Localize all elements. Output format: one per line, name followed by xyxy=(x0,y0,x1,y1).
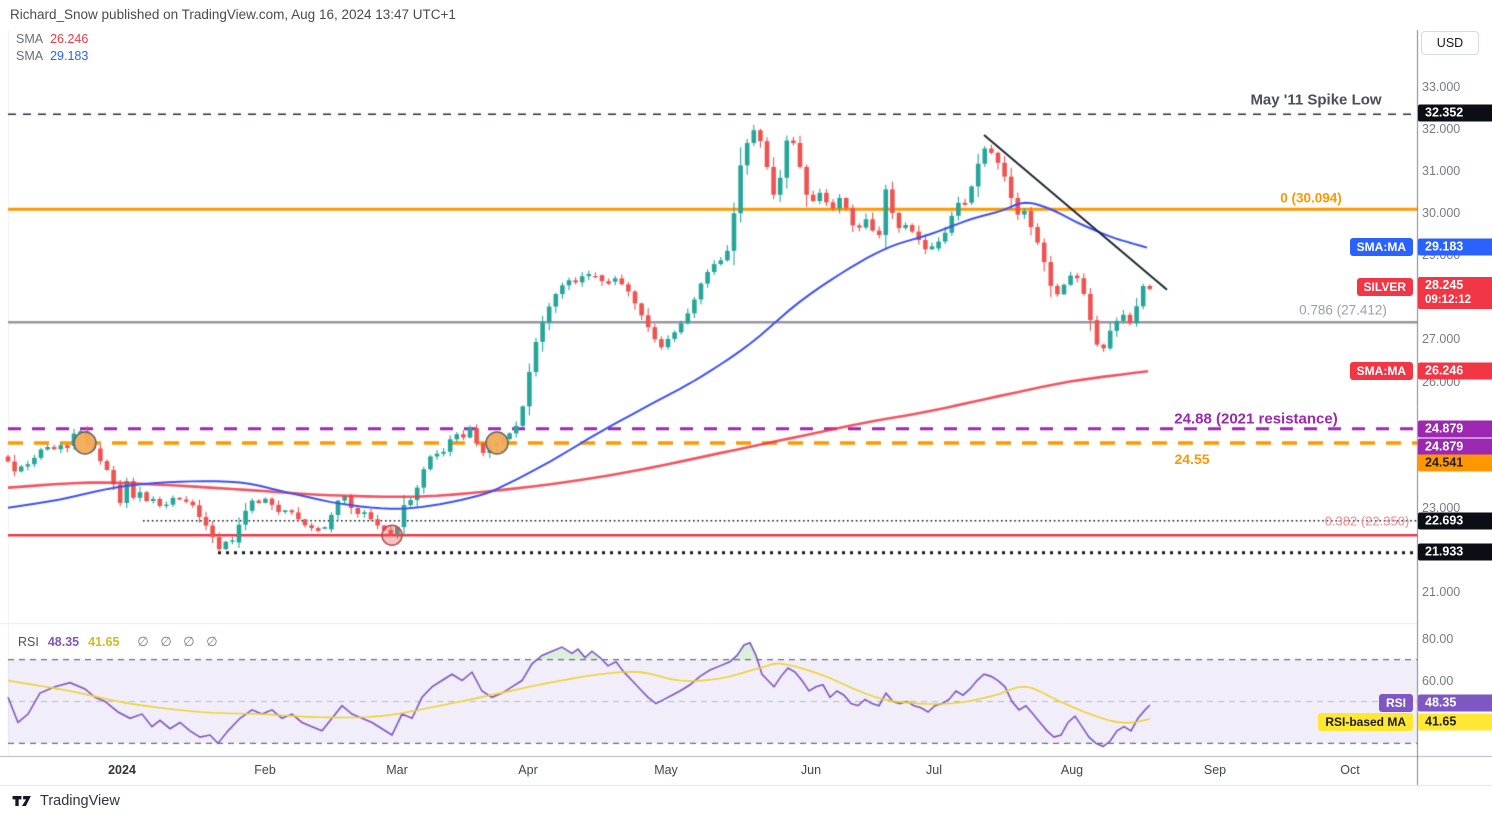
orange-price-label-text: 24.541 xyxy=(1425,455,1464,470)
sma-legend-value: 26.246 xyxy=(50,32,89,46)
price-tick-23.000[interactable]: 23.000 xyxy=(1422,500,1461,515)
resistance-price-label-2-text: 24.879 xyxy=(1425,439,1464,454)
sma-legend-value: 29.183 xyxy=(50,49,89,63)
rsi-legend-value: 48.35 xyxy=(47,635,80,649)
price-tick-21.000[interactable]: 21.000 xyxy=(1422,584,1461,599)
rsi-value-label-text: 48.35 xyxy=(1425,695,1457,710)
sma-blue-price-label-text: 29.183 xyxy=(1425,239,1464,254)
fib-0-text: 0 (30.094) xyxy=(1280,190,1342,206)
silver-symbol-pill: SILVER xyxy=(1356,278,1413,296)
sma-blue-price-label: 29.183 xyxy=(1418,238,1492,256)
tradingview-logo[interactable]: TradingView xyxy=(12,792,120,810)
price-tick-33.000[interactable]: 33.000 xyxy=(1422,80,1461,94)
time-label-Apr: Apr xyxy=(518,763,538,777)
publish-header: Richard_Snow published on TradingView.co… xyxy=(10,7,456,22)
sma-legend-row: SMA 29.183 xyxy=(16,48,88,65)
price-tick-30.000[interactable]: 30.000 xyxy=(1422,206,1461,221)
silver-last-price-label: 28.245 09:12:12 xyxy=(1418,277,1492,309)
rsi-ma-value-label: 41.65 xyxy=(1418,713,1492,731)
countdown-timer: 09:12:12 xyxy=(1425,294,1472,306)
level-2455-text: 24.55 xyxy=(1174,451,1210,467)
silver-last-price-label-text: 28.245 xyxy=(1425,278,1464,292)
price-tick-27.000[interactable]: 27.000 xyxy=(1422,332,1461,347)
sma-legend-label: SMA xyxy=(16,32,44,46)
tradingview-brand-text: TradingView xyxy=(40,793,120,809)
sma-legend-row: SMA 26.246 xyxy=(16,31,88,48)
time-label-Mar: Mar xyxy=(386,763,408,777)
resistance-price-label-2: 24.879 xyxy=(1418,438,1492,456)
time-label-Jul: Jul xyxy=(926,763,942,777)
rsi-tick-80.00[interactable]: 80.00 xyxy=(1422,631,1454,646)
rsi-legend-label: RSI xyxy=(18,635,39,649)
sma-legend: SMA 26.246 SMA 29.183 xyxy=(16,31,88,65)
dotted-price-label-22693: 22.693 xyxy=(1418,512,1492,530)
rsi-value-label: 48.35 xyxy=(1418,694,1492,712)
rsi-tick-60.00[interactable]: 60.00 xyxy=(1422,673,1454,688)
spike-low-text: May '11 Spike Low xyxy=(1250,91,1382,109)
rsi-legend-value: 41.65 xyxy=(88,635,120,649)
time-label-Feb: Feb xyxy=(254,763,276,777)
spike-low-price-label: 32.352 xyxy=(1418,104,1492,122)
sma-blue-pill: SMA:MA xyxy=(1349,238,1413,256)
dotted-price-label-22693-text: 22.693 xyxy=(1425,513,1464,528)
sma-red-pill: SMA:MA xyxy=(1349,362,1413,380)
rsi-ma-value-label-text: 41.65 xyxy=(1425,714,1457,729)
tradingview-logo-icon xyxy=(12,796,31,806)
rsi-ma-pill: RSI-based MA xyxy=(1318,713,1413,731)
resistance-price-label-1: 24.879 xyxy=(1418,420,1492,438)
time-label-Sep: Sep xyxy=(1203,763,1227,777)
resistance-2021-text: 24.88 (2021 resistance) xyxy=(1174,410,1338,428)
currency-button[interactable]: USD xyxy=(1421,31,1479,55)
time-label-Jun: Jun xyxy=(800,763,822,777)
time-label-Aug: Aug xyxy=(1060,763,1084,777)
orange-price-label: 24.541 xyxy=(1418,454,1492,472)
price-tick-32.000[interactable]: 32.000 xyxy=(1422,122,1461,137)
time-label-May: May xyxy=(654,763,678,777)
dotted-price-label-21933: 21.933 xyxy=(1418,543,1492,561)
rsi-legend: RSI 48.35 41.65 ∅ ∅ ∅ ∅ xyxy=(18,634,231,650)
price-tick-31.000[interactable]: 31.000 xyxy=(1422,164,1461,179)
spike-low-price-label-text: 32.352 xyxy=(1425,105,1464,120)
resistance-price-label-1-text: 24.879 xyxy=(1425,421,1464,436)
fib-382-text: 0.382 (22.350) xyxy=(1324,513,1410,529)
sma-red-price-label-text: 26.246 xyxy=(1425,363,1464,378)
sma-red-price-label: 26.246 xyxy=(1418,362,1492,380)
rsi-legend-empty-slots: ∅ ∅ ∅ ∅ xyxy=(137,634,222,649)
fib-786-text: 0.786 (27.412) xyxy=(1299,302,1387,318)
time-label-2024: 2024 xyxy=(108,763,136,777)
rsi-pill: RSI xyxy=(1378,694,1413,712)
sma-legend-label: SMA xyxy=(16,49,44,63)
dotted-price-label-21933-text: 21.933 xyxy=(1425,544,1464,559)
time-label-Oct: Oct xyxy=(1340,763,1360,777)
